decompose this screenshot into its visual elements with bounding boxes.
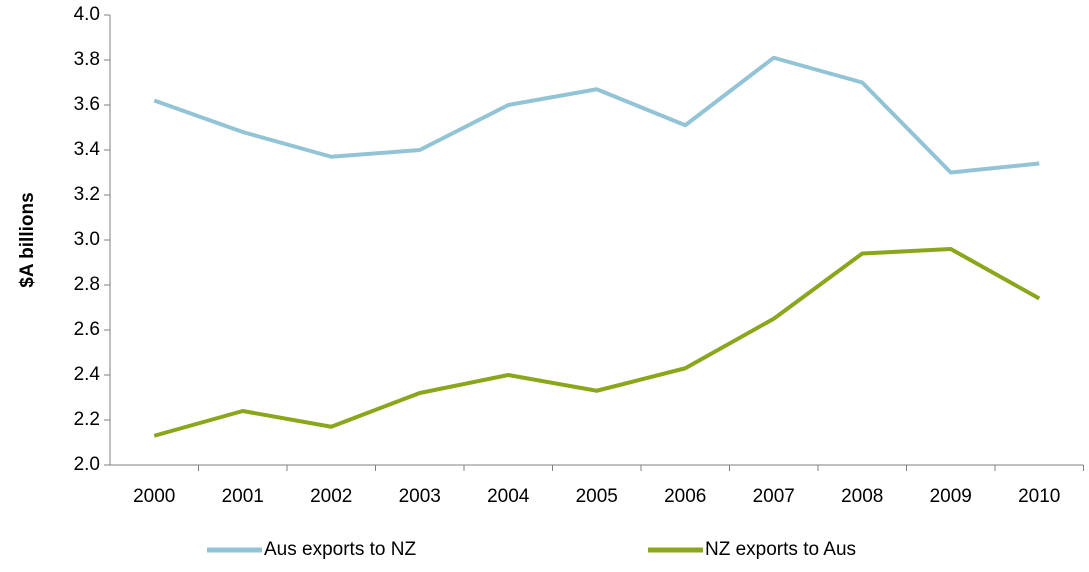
x-tick-label: 2000	[133, 486, 175, 507]
x-tick-label: 2001	[222, 486, 264, 507]
series-line	[153, 55, 1040, 175]
y-tick-label: 3.2	[74, 184, 100, 205]
y-tick-label: 2.4	[74, 364, 101, 385]
y-tick-label: 4.0	[74, 4, 100, 25]
x-tick-label: 2003	[399, 486, 441, 507]
y-tick-label: 2.2	[74, 409, 100, 430]
y-tick-label: 3.6	[74, 94, 100, 115]
y-tick-label: 2.0	[74, 454, 100, 475]
legend-label: Aus exports to NZ	[264, 539, 416, 560]
y-tick-label: 2.8	[74, 274, 100, 295]
x-tick-label: 2010	[1018, 486, 1060, 507]
y-tick-label: 3.4	[74, 139, 101, 160]
series-line	[153, 247, 1041, 438]
y-tick-label: 3.0	[74, 229, 100, 250]
x-tick-label: 2005	[576, 486, 618, 507]
x-tick-label: 2006	[664, 486, 706, 507]
legend-label: NZ exports to Aus	[705, 539, 856, 560]
y-axis-label: $A billions	[17, 192, 38, 287]
y-tick-label: 2.6	[74, 319, 100, 340]
x-tick-label: 2007	[753, 486, 795, 507]
x-tick-label: 2002	[310, 486, 352, 507]
x-tick-label: 2009	[930, 486, 972, 507]
x-tick-label: 2004	[487, 486, 530, 507]
x-tick-label: 2008	[841, 486, 883, 507]
y-tick-label: 3.8	[74, 49, 100, 70]
